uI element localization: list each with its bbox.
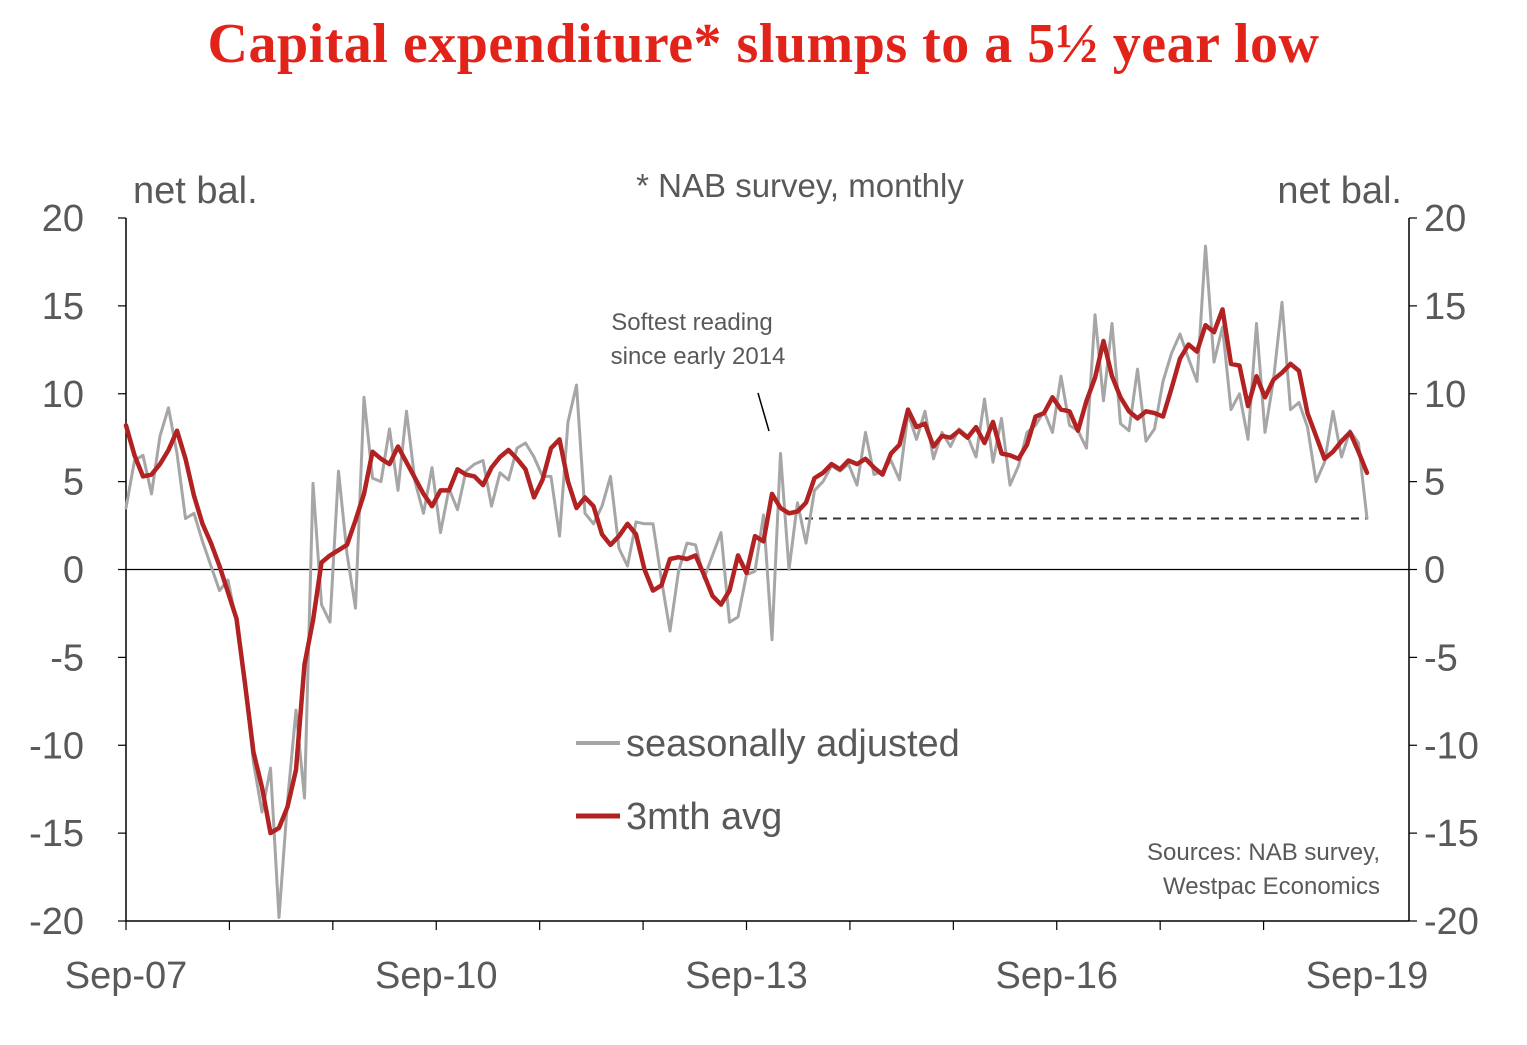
y-tick-label-left: -20	[29, 901, 84, 943]
y-tick-label-left: -5	[50, 637, 84, 679]
y-tick-label-left: 10	[42, 374, 84, 416]
x-tick-label: Sep-16	[995, 955, 1118, 997]
chart-subtitle: * NAB survey, monthly	[636, 167, 964, 204]
chart-title: Capital expenditure* slumps to a 5½ year…	[207, 13, 1320, 75]
series-lines	[123, 244, 1370, 919]
y-tick-label-right: -5	[1424, 637, 1458, 679]
y-axis-label-right: net bal.	[1277, 170, 1402, 212]
x-tick-label: Sep-07	[65, 955, 188, 997]
x-tick-label: Sep-19	[1306, 955, 1429, 997]
x-tick-label: Sep-10	[375, 955, 498, 997]
axis-ticks	[118, 217, 1417, 930]
y-tick-label-left: 20	[42, 198, 84, 240]
annotation-line-2: since early 2014	[611, 343, 786, 370]
y-tick-label-right: -20	[1424, 901, 1479, 943]
y-tick-label-left: 0	[63, 550, 84, 592]
x-tick-label: Sep-13	[685, 955, 808, 997]
source-line-1: Sources: NAB survey,	[1147, 839, 1380, 866]
y-tick-label-left: -15	[29, 813, 84, 855]
y-tick-label-right: -10	[1424, 725, 1479, 767]
y-axis-label-left: net bal.	[133, 170, 258, 212]
y-tick-label-right: 15	[1424, 286, 1466, 328]
y-tick-label-right: -15	[1424, 813, 1479, 855]
y-tick-label-right: 5	[1424, 462, 1445, 504]
y-tick-label-left: 15	[42, 286, 84, 328]
annotation-pointer	[757, 392, 770, 432]
y-tick-label-right: 10	[1424, 374, 1466, 416]
series-line-3mth-avg	[123, 307, 1370, 836]
legend-label-sa: seasonally adjusted	[626, 723, 960, 765]
y-tick-label-right: 20	[1424, 198, 1466, 240]
legend-label-avg: 3mth avg	[626, 796, 782, 838]
y-tick-label-left: -10	[29, 725, 84, 767]
y-tick-label-left: 5	[63, 462, 84, 504]
legend: seasonally adjusted 3mth avg	[576, 723, 960, 838]
annotation-line-1: Softest reading	[611, 309, 772, 336]
y-tick-label-right: 0	[1424, 550, 1445, 592]
x-tick-labels: Sep-07 Sep-10 Sep-13 Sep-16 Sep-19	[65, 955, 1429, 997]
y-tick-labels: 20 20 15 15 10 10 5 5 0 0 -5 -5 -10 -10 -15 -15 -20 -20	[29, 198, 1479, 943]
source-line-2: Westpac Economics	[1163, 873, 1380, 900]
